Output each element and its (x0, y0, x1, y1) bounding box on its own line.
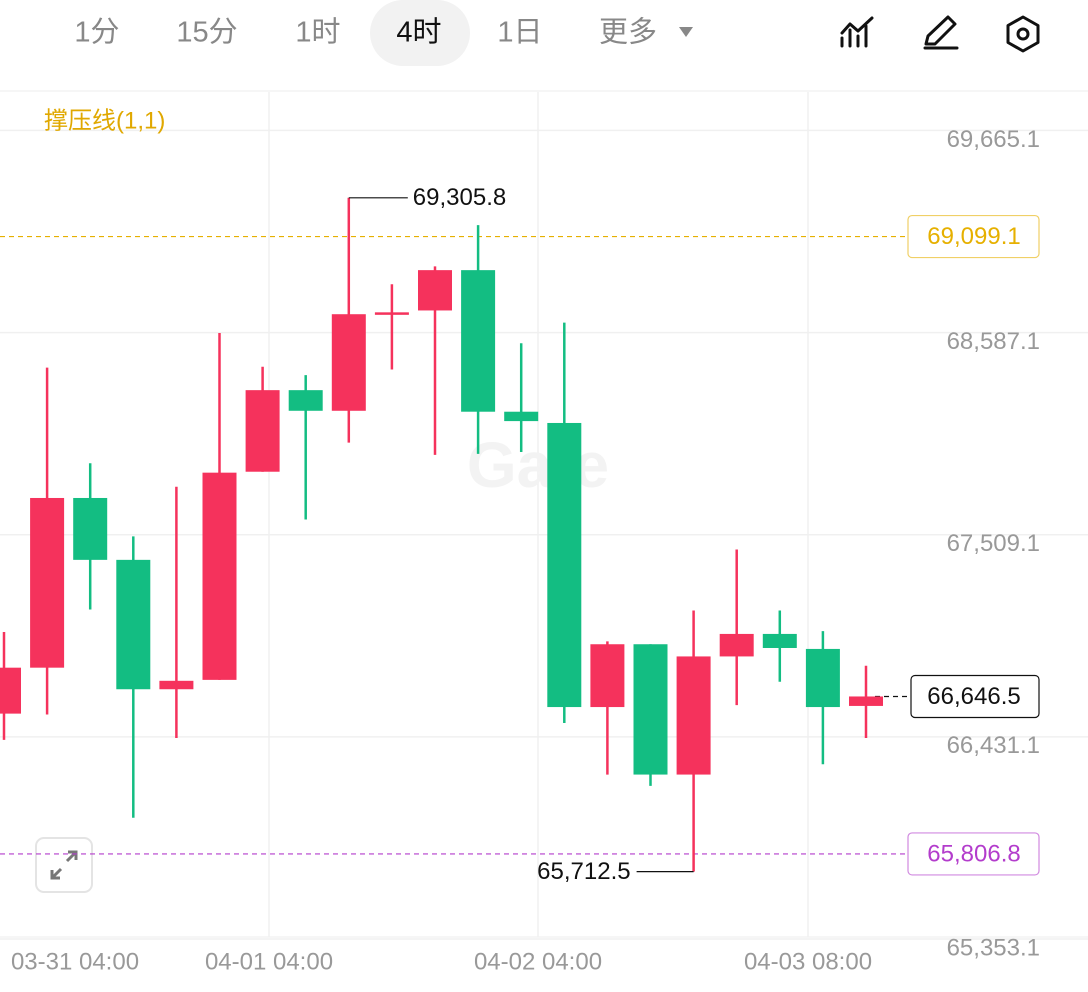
candle-body (633, 644, 668, 775)
candle-body (418, 270, 452, 311)
candle-body (73, 497, 108, 560)
x-tick-label: 04-02 04:00 (474, 948, 602, 975)
timeframe-tab[interactable]: 15分 (176, 17, 237, 49)
candle-body (30, 497, 65, 668)
candle-body (331, 314, 366, 411)
candle-body (116, 559, 151, 690)
candle-body (0, 667, 21, 714)
y-tick-label: 69,665.1 (947, 126, 1040, 153)
candle-body (719, 633, 754, 657)
timeframe-tab[interactable]: 1分 (74, 17, 119, 49)
candle-body (504, 411, 539, 422)
candle-body (288, 390, 323, 411)
candle-body (590, 644, 625, 708)
y-tick-label: 66,431.1 (947, 732, 1040, 759)
settings-icon-center (1016, 27, 1030, 41)
expand-icon (50, 850, 78, 880)
price-label: 69,099.1 (927, 223, 1020, 250)
candle-body (547, 422, 582, 708)
indicator-legend: 撑压线(1,1) (44, 107, 165, 134)
y-tick-label: 67,509.1 (947, 530, 1040, 557)
watermark: Gate (467, 429, 609, 501)
candle-body (762, 633, 797, 648)
x-tick-label: 04-01 04:00 (205, 948, 333, 975)
x-tick-label: 03-31 04:00 (11, 948, 139, 975)
price-label-box (907, 832, 1040, 876)
price-label: 66,646.5 (927, 683, 1020, 710)
timeframe-tab[interactable]: 1时 (295, 16, 340, 49)
candle-body (159, 680, 194, 690)
low-marker-label: 65,712.5 (537, 858, 630, 885)
candle-body (849, 696, 883, 706)
y-tick-label: 68,587.1 (947, 328, 1040, 355)
settings-icon[interactable] (1006, 15, 1040, 53)
candle-body (374, 312, 409, 315)
timeframe-tab[interactable]: 1日 (497, 17, 542, 49)
price-label: 65,806.8 (927, 840, 1020, 867)
x-tick-label: 04-03 08:00 (744, 948, 872, 975)
candle-body (676, 656, 711, 775)
indicator-icon[interactable] (840, 16, 874, 48)
timeframe-tab[interactable]: 4时 (396, 16, 441, 49)
dropdown-arrow[interactable] (679, 27, 693, 37)
candle-body (461, 270, 496, 412)
price-label-box (910, 674, 1040, 719)
timeframe-tab[interactable]: 更多 (599, 16, 657, 49)
candle-body (245, 390, 280, 472)
price-label-box (907, 214, 1040, 259)
expand-button[interactable] (35, 837, 93, 893)
selected-tab-bg (370, 0, 470, 66)
y-tick-label: 65,353.1 (947, 934, 1040, 961)
high-marker-label: 69,305.8 (413, 184, 506, 211)
candle-body (202, 472, 237, 680)
candle-body (805, 648, 840, 708)
toolbar-icons (840, 15, 1040, 53)
draw-icon[interactable] (923, 15, 959, 50)
